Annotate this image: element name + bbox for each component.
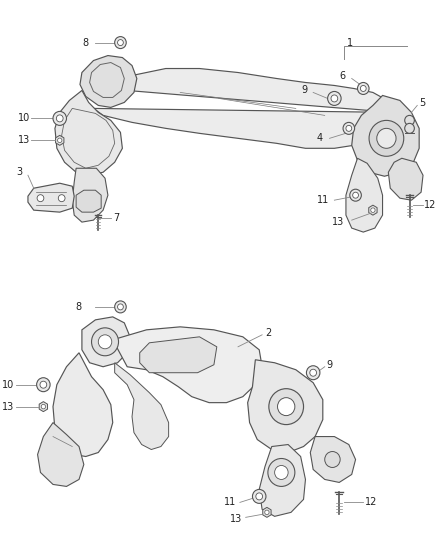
Circle shape (360, 85, 366, 92)
Circle shape (307, 366, 320, 379)
Circle shape (117, 39, 124, 46)
Circle shape (115, 301, 126, 313)
Text: 4: 4 (317, 133, 323, 143)
Circle shape (343, 123, 355, 134)
Circle shape (41, 405, 46, 409)
Polygon shape (93, 69, 392, 148)
Text: 12: 12 (424, 200, 436, 210)
Circle shape (269, 389, 304, 425)
Circle shape (92, 328, 119, 356)
Text: 3: 3 (16, 167, 22, 177)
Text: 11: 11 (317, 195, 329, 205)
Polygon shape (346, 158, 382, 232)
Polygon shape (140, 337, 217, 373)
Polygon shape (369, 205, 377, 215)
Circle shape (405, 116, 414, 125)
Circle shape (57, 138, 62, 142)
Circle shape (353, 192, 358, 198)
Circle shape (278, 398, 295, 416)
Circle shape (310, 369, 317, 376)
Circle shape (37, 378, 50, 392)
Circle shape (40, 381, 47, 388)
Polygon shape (352, 95, 419, 176)
Circle shape (275, 465, 288, 480)
Circle shape (357, 83, 369, 94)
Text: 5: 5 (419, 99, 425, 108)
Circle shape (371, 208, 375, 212)
Circle shape (369, 120, 404, 156)
Polygon shape (39, 402, 48, 411)
Text: 11: 11 (224, 497, 236, 507)
Circle shape (117, 304, 124, 310)
Text: 1: 1 (347, 38, 353, 47)
Polygon shape (80, 55, 137, 108)
Circle shape (325, 451, 340, 467)
Text: 9: 9 (327, 360, 333, 370)
Circle shape (98, 335, 112, 349)
Text: 8: 8 (76, 302, 82, 312)
Text: 13: 13 (2, 402, 14, 411)
Circle shape (346, 125, 352, 131)
Text: 13: 13 (18, 135, 31, 146)
Circle shape (405, 123, 414, 133)
Text: 8: 8 (82, 38, 88, 47)
Polygon shape (82, 317, 130, 367)
Polygon shape (53, 353, 113, 456)
Circle shape (115, 37, 126, 49)
Text: 10: 10 (18, 114, 31, 123)
Circle shape (331, 95, 338, 102)
Polygon shape (263, 507, 271, 518)
Text: 9: 9 (301, 85, 307, 95)
Polygon shape (55, 91, 122, 175)
Circle shape (252, 489, 266, 503)
Circle shape (256, 493, 263, 500)
Circle shape (53, 111, 67, 125)
Text: 7: 7 (113, 213, 119, 223)
Polygon shape (113, 327, 262, 402)
Circle shape (377, 128, 396, 148)
Text: 12: 12 (365, 497, 378, 507)
Polygon shape (115, 363, 169, 449)
Polygon shape (72, 168, 108, 222)
Circle shape (58, 195, 65, 201)
Circle shape (57, 115, 63, 122)
Polygon shape (247, 360, 323, 453)
Circle shape (37, 195, 44, 201)
Polygon shape (56, 135, 64, 146)
Text: 10: 10 (2, 379, 14, 390)
Text: 2: 2 (265, 328, 271, 338)
Polygon shape (389, 158, 423, 200)
Circle shape (268, 458, 295, 487)
Circle shape (350, 189, 361, 201)
Polygon shape (28, 183, 74, 212)
Polygon shape (76, 190, 101, 212)
Text: 13: 13 (332, 217, 344, 227)
Text: 13: 13 (230, 514, 242, 524)
Polygon shape (38, 423, 84, 487)
Circle shape (328, 92, 341, 106)
Polygon shape (310, 437, 356, 482)
Polygon shape (259, 445, 305, 516)
Circle shape (265, 510, 269, 514)
Text: 6: 6 (340, 71, 346, 82)
